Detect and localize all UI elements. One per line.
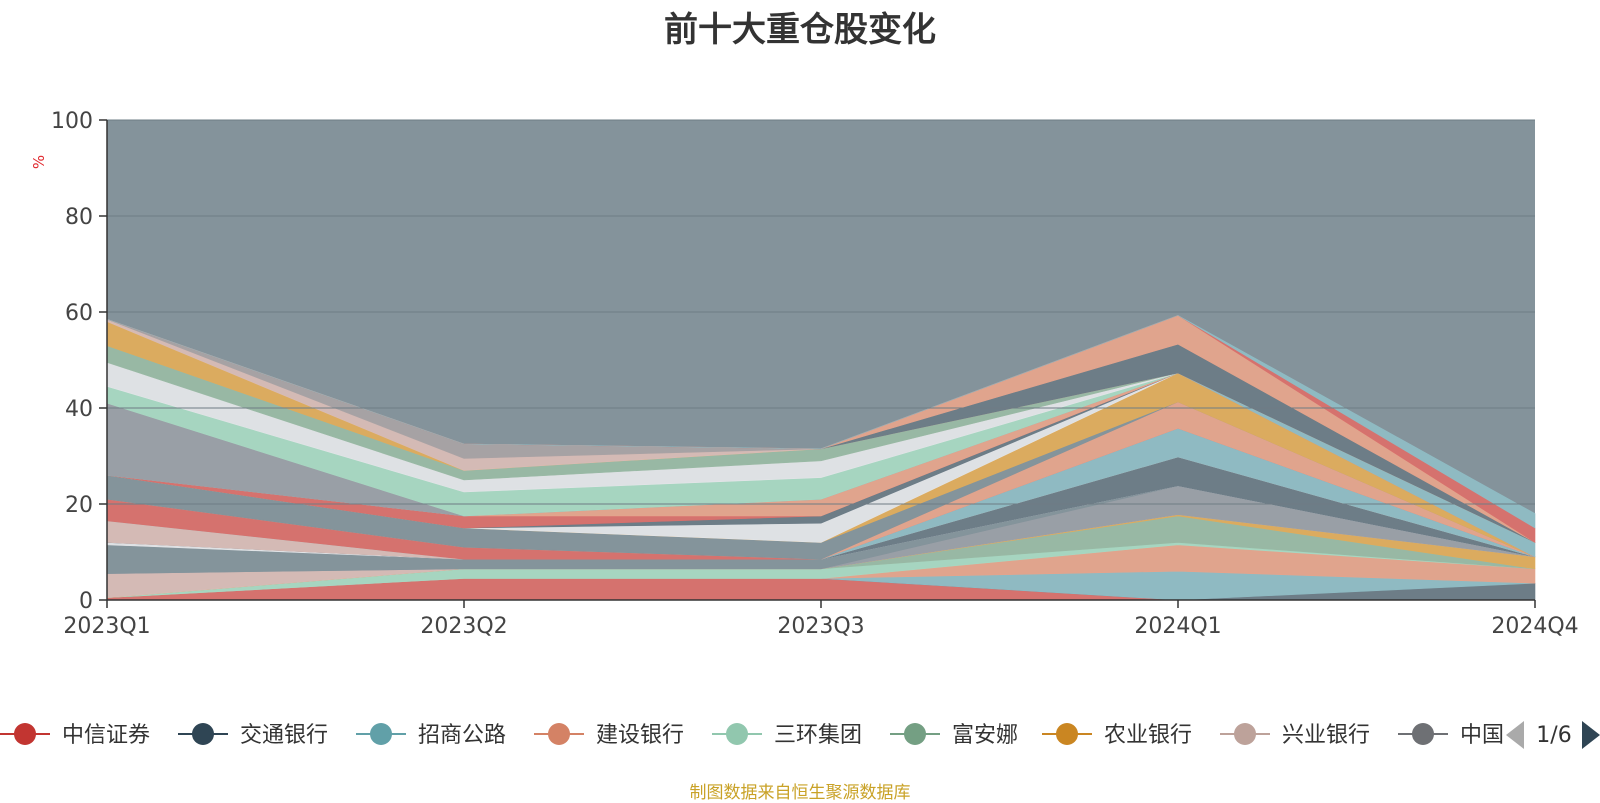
y-axis-unit-label: % bbox=[30, 155, 48, 169]
area-series-33[interactable] bbox=[106, 315, 1536, 529]
legend-marker-icon bbox=[1056, 723, 1078, 745]
legend-label: 兴业银行 bbox=[1282, 723, 1370, 748]
y-tick-label: 80 bbox=[65, 205, 93, 230]
source-note: 制图数据来自恒生聚源数据库 bbox=[689, 783, 911, 803]
y-tick-label: 40 bbox=[65, 397, 93, 422]
legend-label: 三环集团 bbox=[774, 723, 862, 748]
x-tick-label: 2024Q1 bbox=[1134, 614, 1221, 639]
legend-item[interactable]: 建设银行 bbox=[534, 723, 684, 748]
y-tick-label: 20 bbox=[65, 493, 93, 518]
legend-marker-icon bbox=[548, 723, 570, 745]
legend-marker-icon bbox=[14, 723, 36, 745]
legend-marker-icon bbox=[1234, 723, 1256, 745]
x-tick-label: 2023Q3 bbox=[777, 614, 864, 639]
legend-item[interactable]: 交通银行 bbox=[178, 723, 328, 748]
legend-marker-icon bbox=[726, 723, 748, 745]
legend-label: 交通银行 bbox=[240, 723, 328, 748]
legend-label: 富安娜 bbox=[952, 723, 1018, 748]
legend-item[interactable]: 富安娜 bbox=[890, 723, 1018, 748]
legend-marker-icon bbox=[370, 723, 392, 745]
legend-page-indicator: 1/6 bbox=[1536, 723, 1571, 748]
x-tick-label: 2024Q4 bbox=[1491, 614, 1578, 639]
chart-title: 前十大重仓股变化 bbox=[664, 10, 936, 50]
x-tick-label: 2023Q2 bbox=[420, 614, 507, 639]
y-tick-label: 0 bbox=[79, 589, 93, 614]
legend-item[interactable]: 中国 bbox=[1398, 723, 1504, 748]
legend-label: 中国 bbox=[1460, 723, 1504, 748]
legend-item[interactable]: 兴业银行 bbox=[1220, 723, 1370, 748]
legend-item[interactable]: 三环集团 bbox=[712, 723, 862, 748]
legend-item[interactable]: 招商公路 bbox=[356, 723, 506, 748]
legend-item[interactable]: 中信证券 bbox=[0, 723, 150, 748]
y-tick-label: 100 bbox=[51, 109, 93, 134]
y-tick-label: 60 bbox=[65, 301, 93, 326]
legend-next-page-icon[interactable] bbox=[1582, 721, 1600, 749]
legend-prev-page-icon[interactable] bbox=[1506, 721, 1524, 749]
x-tick-label: 2023Q1 bbox=[63, 614, 150, 639]
legend-marker-icon bbox=[192, 723, 214, 745]
legend-label: 招商公路 bbox=[418, 723, 506, 748]
legend-label: 中信证券 bbox=[62, 723, 150, 748]
legend-marker-icon bbox=[1412, 723, 1434, 745]
legend-label: 农业银行 bbox=[1104, 723, 1192, 748]
legend-label: 建设银行 bbox=[596, 723, 684, 748]
legend-marker-icon bbox=[904, 723, 926, 745]
legend-item[interactable]: 农业银行 bbox=[1042, 723, 1192, 748]
